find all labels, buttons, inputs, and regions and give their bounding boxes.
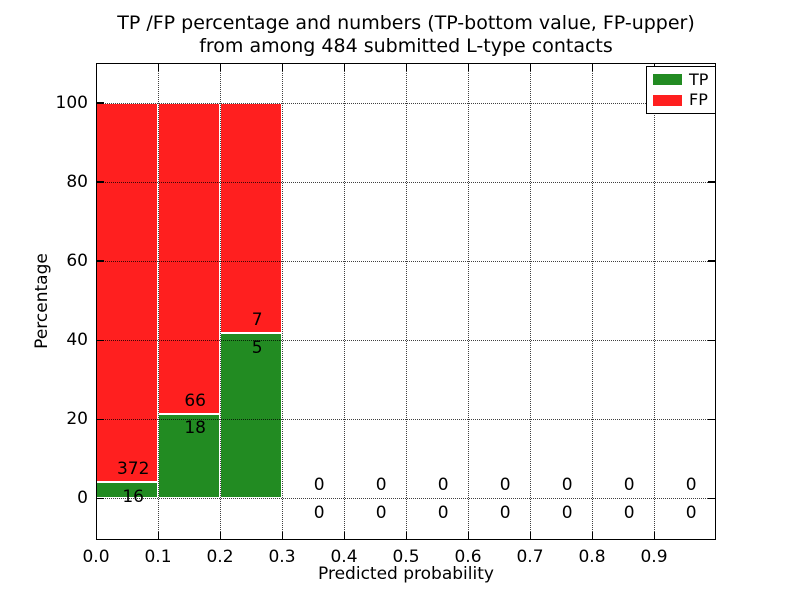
tp-count-label: 16 <box>122 486 145 507</box>
fp-legend-label: FP <box>689 90 708 110</box>
fp-count-label: 0 <box>499 475 511 496</box>
x-axis-label: Predicted probability <box>318 564 494 584</box>
x-tick-mark <box>343 64 345 71</box>
y-tick-mark <box>708 260 715 262</box>
x-tick-mark <box>405 64 407 71</box>
chart-title: TP /FP percentage and numbers (TP-bottom… <box>96 12 716 58</box>
bar-segment-fp <box>96 102 158 483</box>
grid-line-vertical <box>468 63 469 540</box>
x-tick-label: 0.2 <box>206 547 234 567</box>
x-tick-mark <box>653 532 655 539</box>
x-tick-mark <box>281 64 283 71</box>
grid-line-vertical <box>654 63 655 540</box>
tp-count-label: 0 <box>623 503 635 524</box>
x-tick-label: 0.7 <box>516 547 544 567</box>
tp-count-label: 0 <box>313 503 325 524</box>
x-tick-mark <box>281 532 283 539</box>
y-tick-label: 100 <box>55 92 88 113</box>
y-tick-mark <box>708 418 715 421</box>
x-tick-label: 0.5 <box>392 547 420 567</box>
grid-line-vertical <box>344 63 345 540</box>
x-tick-mark <box>157 532 159 539</box>
y-tick-label: 80 <box>66 171 88 192</box>
x-tick-mark <box>529 64 531 71</box>
x-tick-label: 0.3 <box>268 547 296 567</box>
tp-count-label: 0 <box>685 503 697 524</box>
y-tick-mark <box>97 418 104 421</box>
tp-count-label: 0 <box>499 503 511 524</box>
y-tick-mark <box>708 181 715 183</box>
fp-count-label: 0 <box>313 475 325 496</box>
x-tick-label: 0.4 <box>330 547 358 567</box>
x-tick-mark <box>529 532 531 539</box>
tp-count-label: 18 <box>184 418 207 439</box>
grid-line-vertical <box>282 63 283 540</box>
x-tick-mark <box>219 64 221 71</box>
x-tick-mark <box>405 532 407 539</box>
grid-line-vertical <box>220 63 221 540</box>
fp-legend-swatch-icon <box>653 94 682 106</box>
fp-count-label: 0 <box>685 475 697 496</box>
grid-line-horizontal <box>96 419 716 421</box>
chart-title-line1: TP /FP percentage and numbers (TP-bottom… <box>117 12 695 34</box>
x-tick-mark <box>343 532 345 539</box>
bar-segment-fp <box>220 102 282 334</box>
fp-count-label: 372 <box>116 459 150 480</box>
x-tick-label: 0.0 <box>82 547 110 567</box>
legend: TP FP <box>646 66 716 114</box>
legend-item-tp: TP <box>653 69 715 89</box>
y-tick-label: 60 <box>66 250 88 271</box>
x-tick-mark <box>467 64 469 71</box>
grid-line-horizontal <box>96 181 716 183</box>
y-tick-mark <box>97 497 104 500</box>
tp-legend-swatch-icon <box>653 74 682 86</box>
y-tick-mark <box>97 181 104 183</box>
y-tick-label: 40 <box>66 330 88 351</box>
fp-count-label: 66 <box>184 390 207 411</box>
legend-item-fp: FP <box>653 92 715 108</box>
x-tick-mark <box>591 64 593 71</box>
x-tick-mark <box>591 532 593 539</box>
bar-segment-fp <box>158 102 220 414</box>
fp-count-label: 0 <box>623 475 635 496</box>
x-tick-label: 0.1 <box>144 547 172 567</box>
tp-count-label: 0 <box>375 503 387 524</box>
x-tick-mark <box>219 532 221 539</box>
bar-segment-tp <box>220 333 282 499</box>
tp-count-label: 0 <box>561 503 573 524</box>
x-tick-mark <box>467 532 469 539</box>
y-tick-mark <box>708 339 715 342</box>
fp-count-label: 0 <box>437 475 449 496</box>
y-tick-mark <box>97 102 104 104</box>
grid-line-horizontal <box>96 340 716 342</box>
x-tick-mark <box>95 64 97 71</box>
y-tick-label: 0 <box>77 488 88 509</box>
x-tick-label: 0.9 <box>640 547 668 567</box>
tp-count-label: 0 <box>437 503 449 524</box>
y-tick-label: 20 <box>66 409 88 430</box>
tp-count-label: 5 <box>251 338 263 359</box>
x-tick-label: 0.6 <box>454 547 482 567</box>
tp-legend-label: TP <box>689 69 709 89</box>
grid-line-horizontal <box>96 260 716 262</box>
x-tick-mark <box>95 532 97 539</box>
y-tick-mark <box>97 260 104 262</box>
grid-line-horizontal <box>96 102 716 104</box>
y-tick-mark <box>708 497 715 500</box>
x-tick-mark <box>157 64 159 71</box>
x-tick-label: 0.8 <box>578 547 606 567</box>
grid-line-vertical <box>158 63 159 540</box>
grid-line-vertical <box>530 63 531 540</box>
fp-count-label: 0 <box>375 475 387 496</box>
grid-line-vertical <box>592 63 593 540</box>
grid-line-horizontal <box>96 498 716 500</box>
y-tick-mark <box>97 339 104 342</box>
fp-count-label: 0 <box>561 475 573 496</box>
chart-title-line2: from among 484 submitted L-type contacts <box>199 35 613 57</box>
grid-line-vertical <box>406 63 407 540</box>
fp-count-label: 7 <box>251 310 263 331</box>
